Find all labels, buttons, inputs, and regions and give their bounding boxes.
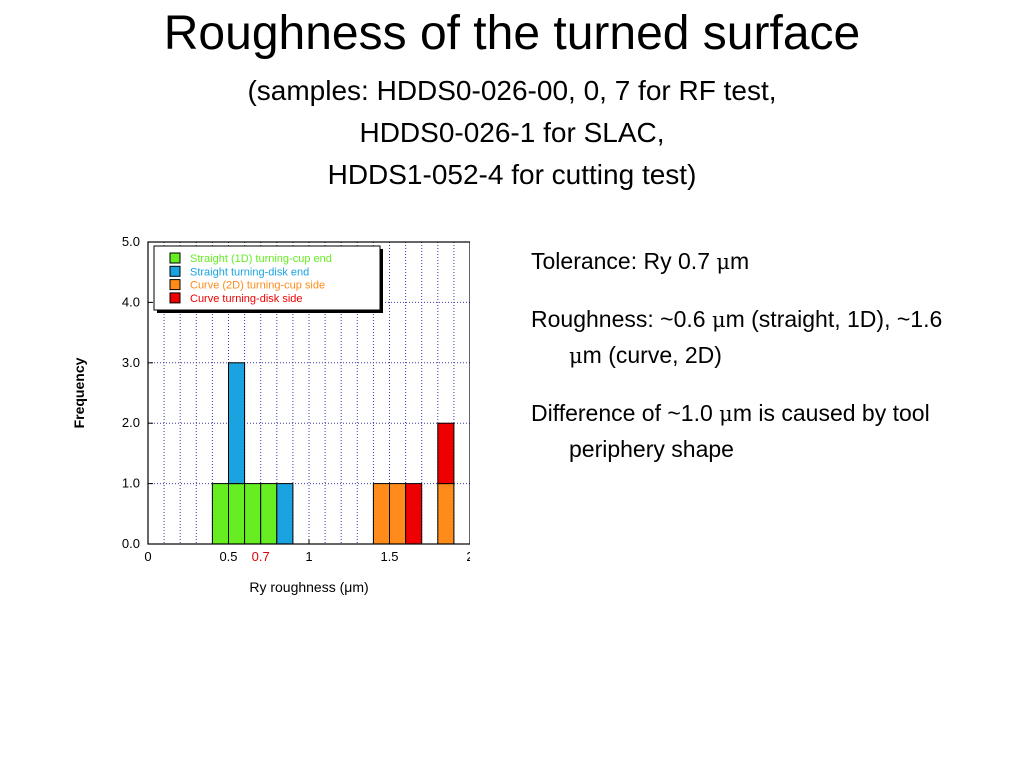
y-axis-label: Frequency xyxy=(71,357,87,428)
note-tolerance: Tolerance: Ry 0.7 μm xyxy=(531,244,951,280)
subtitle-line-1: (samples: HDDS0-026-00, 0, 7 for RF test… xyxy=(247,75,777,106)
legend-swatch xyxy=(169,252,181,264)
legend-swatch xyxy=(169,265,181,277)
subtitle-line-2: HDDS0-026-1 for SLAC, xyxy=(359,117,665,148)
legend-label: Straight turning-disk end xyxy=(190,266,309,278)
histogram-bar xyxy=(211,483,229,545)
histogram-bar xyxy=(437,483,455,545)
legend-box xyxy=(153,245,381,311)
histogram-bar xyxy=(244,483,262,545)
x-tick-label: 2 xyxy=(466,549,470,564)
mu-symbol: μ xyxy=(711,308,726,332)
note-text: Difference of ~1.0 xyxy=(531,400,720,426)
histogram-bar xyxy=(389,483,407,545)
x-tick-label-tolerance: 0.7 xyxy=(252,549,270,564)
roughness-histogram: 0.0 1.0 2.0 3.0 4.0 5.0 0 0.5 0.7 1 1.5 2 Ry roughne… xyxy=(71,234,470,595)
legend-label: Straight (1D) turning-cup end xyxy=(190,253,332,265)
x-axis-label: Ry roughness (μm) xyxy=(249,579,368,595)
histogram-bar xyxy=(228,362,246,485)
mu-symbol: μ xyxy=(716,250,731,274)
note-text: m (curve, 2D) xyxy=(582,342,722,368)
note-text: Roughness: ~0.6 xyxy=(531,306,712,332)
x-tick-label: 0 xyxy=(144,549,151,564)
x-tick-label: 0.5 xyxy=(219,549,237,564)
mu-symbol: μ xyxy=(719,402,733,426)
note-text: m (straight, 1D), ~1.6 xyxy=(725,306,943,332)
y-tick-label: 4.0 xyxy=(122,294,140,309)
note-text: m is caused by tool periphery shape xyxy=(569,400,930,462)
y-tick-label: 0.0 xyxy=(122,536,140,551)
histogram-bar xyxy=(405,483,423,545)
legend-swatch xyxy=(169,292,181,304)
mu-symbol: μ xyxy=(569,344,583,368)
legend-label: Curve (2D) turning-cup side xyxy=(190,280,325,292)
y-tick-label: 3.0 xyxy=(122,355,140,370)
note-text: Tolerance: Ry 0.7 xyxy=(531,248,717,274)
x-tick-label: 1.5 xyxy=(380,549,398,564)
subtitle-line-3: HDDS1-052-4 for cutting test) xyxy=(327,159,697,190)
histogram-bar xyxy=(276,483,294,545)
slide-subtitle: (samples: HDDS0-026-00, 0, 7 for RF test… xyxy=(0,70,1024,196)
y-tick-label: 2.0 xyxy=(122,415,140,430)
legend-swatch xyxy=(169,279,181,291)
x-tick-label: 1 xyxy=(305,549,312,564)
note-roughness: Roughness: ~0.6 μm (straight, 1D), ~1.6 … xyxy=(531,302,951,374)
histogram-bar xyxy=(228,483,246,545)
y-tick-label: 5.0 xyxy=(122,234,140,249)
note-difference: Difference of ~1.0 μm is caused by tool … xyxy=(531,396,951,467)
slide-title: Roughness of the turned surface xyxy=(163,7,861,60)
note-text: m xyxy=(730,248,750,274)
histogram-bar xyxy=(260,483,278,545)
legend-label: Curve turning-disk side xyxy=(190,293,303,305)
histogram-bar xyxy=(372,483,390,545)
y-tick-label: 1.0 xyxy=(122,476,140,491)
notes-panel: Tolerance: Ry 0.7 μm Roughness: ~0.6 μm … xyxy=(531,244,951,489)
histogram-bar xyxy=(437,422,455,485)
